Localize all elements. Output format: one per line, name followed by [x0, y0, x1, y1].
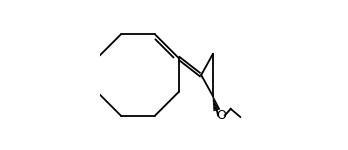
Text: O: O [216, 109, 226, 122]
Polygon shape [200, 71, 201, 79]
